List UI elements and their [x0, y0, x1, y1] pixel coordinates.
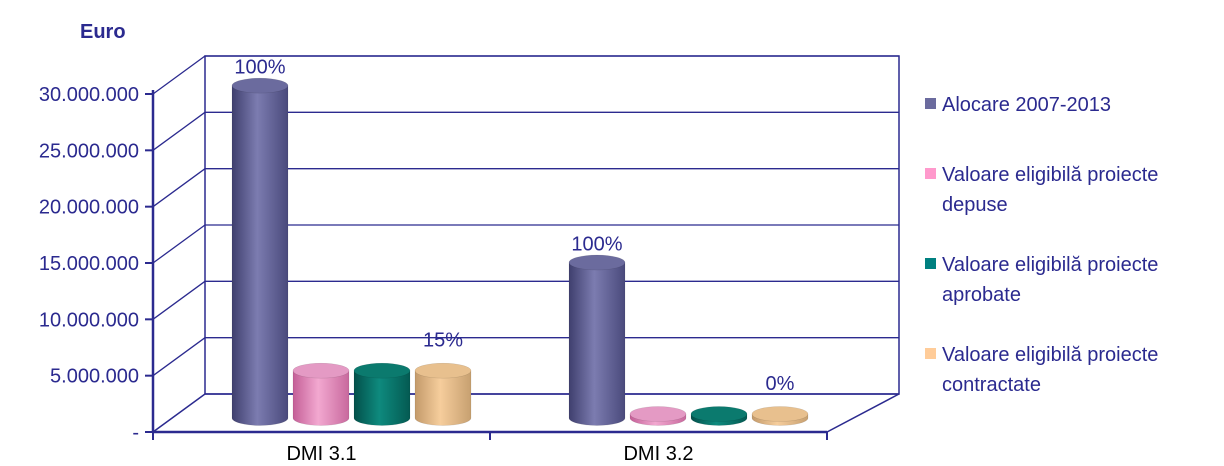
legend-swatch-alocare [925, 98, 936, 109]
bar-top [690, 406, 748, 422]
data-label: 15% [423, 330, 463, 352]
data-label: 100% [571, 234, 622, 256]
bar-body [292, 370, 350, 426]
bar-top [353, 362, 411, 379]
bar-chart: - 5.000.000 10.000.000 15.000.000 20.000.000… [39, 21, 900, 465]
legend-label-depuse: Valoare eligibilă proiecte depuse [942, 164, 1159, 216]
bar-top [751, 406, 809, 422]
gridline [152, 224, 899, 264]
legend-item-aprobate: Valoare eligibilă proiecte aprobate [925, 250, 1212, 310]
bar-body [568, 262, 626, 426]
y-tick-label: 10.000.000 [39, 309, 139, 331]
bar [751, 406, 809, 426]
legend-label-contractate: Valoare eligibilă proiecte contractate [942, 344, 1159, 396]
y-tick-label: - [132, 422, 139, 444]
bar-body [414, 370, 472, 426]
bar-body [353, 370, 411, 426]
y-axis-unit-label: Euro [80, 21, 126, 43]
bar-top [414, 362, 472, 379]
bar-body [231, 85, 289, 426]
bar-top [629, 406, 687, 422]
bar [353, 362, 411, 426]
bar-top [568, 254, 626, 271]
bar-top [231, 77, 289, 94]
bar [629, 406, 687, 426]
legend-label-aprobate: Valoare eligibilă proiecte aprobate [942, 254, 1159, 306]
y-tick-label: 5.000.000 [50, 366, 139, 388]
bar [690, 406, 748, 426]
y-tick-label: 20.000.000 [39, 197, 139, 219]
y-tick-label: 15.000.000 [39, 253, 139, 275]
bar [292, 362, 350, 426]
legend-swatch-contractate [925, 348, 936, 359]
bar [231, 77, 289, 426]
legend-item-depuse: Valoare eligibilă proiecte depuse [925, 160, 1212, 220]
data-label: 100% [234, 57, 285, 79]
bar [568, 254, 626, 426]
x-tick-label: DMI 3.2 [623, 443, 693, 465]
x-tick-label: DMI 3.1 [286, 443, 356, 465]
chart-legend: Alocare 2007-2013 Valoare eligibilă proi… [925, 0, 1224, 466]
legend-item-contractate: Valoare eligibilă proiecte contractate [925, 340, 1212, 400]
gridline [152, 168, 899, 208]
y-tick-label: 25.000.000 [39, 140, 139, 162]
legend-swatch-depuse [925, 168, 936, 179]
data-label: 0% [766, 373, 795, 395]
bar-top [292, 362, 350, 379]
gridline [152, 337, 899, 377]
gridline [152, 55, 899, 95]
bar [414, 362, 472, 426]
y-tick-label: 30.000.000 [39, 84, 139, 106]
gridline [152, 280, 899, 320]
legend-item-alocare: Alocare 2007-2013 [925, 90, 1212, 120]
legend-label-alocare: Alocare 2007-2013 [942, 94, 1112, 116]
legend-swatch-aprobate [925, 258, 936, 269]
gridline [152, 111, 899, 151]
